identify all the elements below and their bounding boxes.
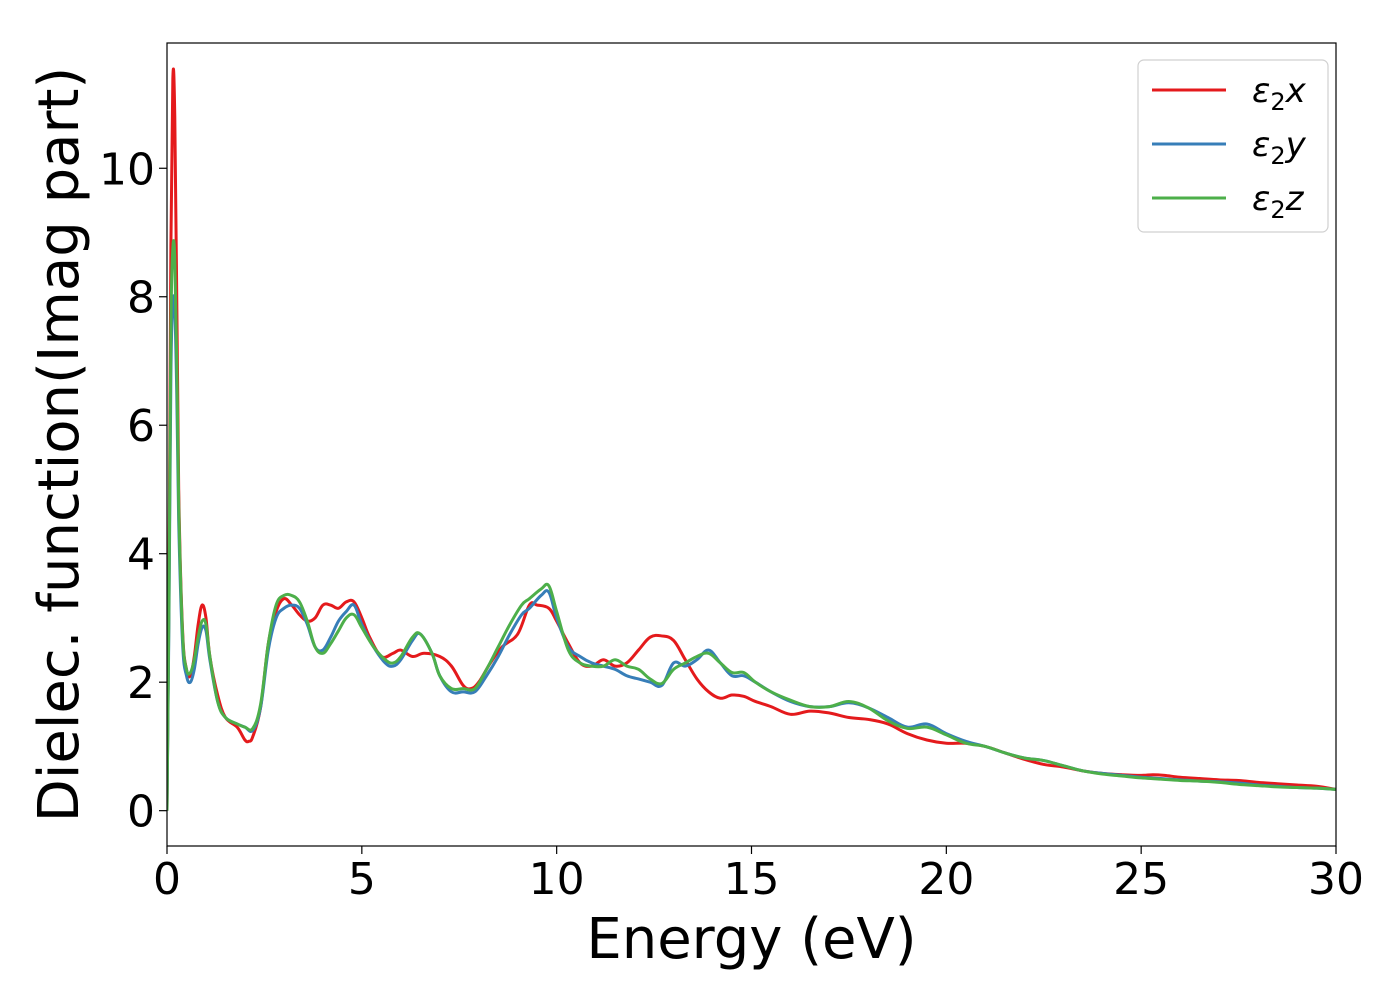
legend-box: [1137, 59, 1329, 233]
y-tick-label: 6: [127, 401, 155, 452]
legend: ε2x ε2y ε2z: [1137, 59, 1329, 233]
series-line-y: [167, 294, 1336, 811]
x-tick-label: 15: [724, 854, 780, 905]
y-axis-label: Dielec. function(Imag part): [27, 67, 92, 823]
y-tick-label: 4: [127, 530, 155, 581]
x-axis-ticks: 0 5 10 15 20 25 30: [153, 846, 1364, 905]
y-tick-label: 2: [127, 658, 155, 709]
x-tick-label: 30: [1308, 854, 1364, 905]
series-lines-layer: [167, 67, 1336, 811]
y-tick-label: 8: [127, 273, 155, 324]
legend-label-x: ε2x: [1252, 71, 1307, 116]
y-tick-label: 10: [99, 144, 155, 195]
x-axis-label: Energy (eV): [586, 907, 916, 972]
y-tick-label: 0: [127, 787, 155, 838]
y-axis-ticks: 0 2 4 6 8 10: [99, 144, 167, 838]
series-line-z: [167, 239, 1336, 811]
x-tick-label: 10: [529, 854, 585, 905]
x-tick-label: 5: [348, 854, 376, 905]
x-tick-label: 25: [1113, 854, 1169, 905]
legend-label-z: ε2z: [1252, 179, 1305, 224]
legend-label-y: ε2y: [1252, 125, 1307, 170]
x-tick-label: 20: [918, 854, 974, 905]
x-tick-label: 0: [153, 854, 181, 905]
